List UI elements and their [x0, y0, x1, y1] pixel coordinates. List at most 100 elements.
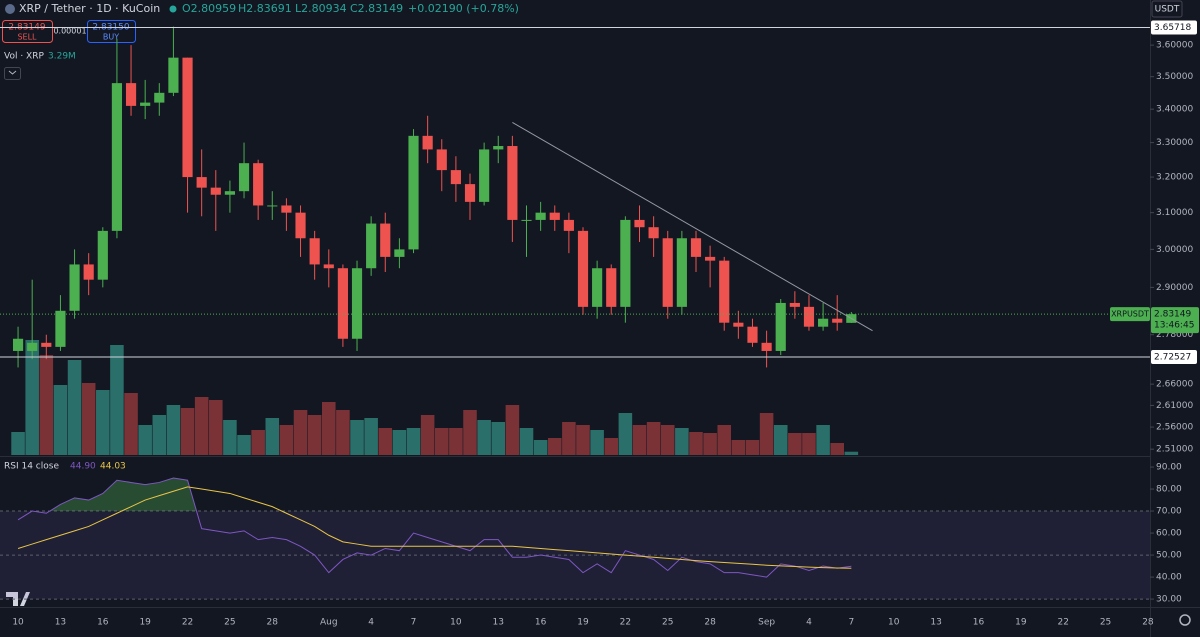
volume-last: 3.29M — [48, 52, 76, 62]
candle-body — [662, 238, 673, 307]
candle-body — [747, 326, 758, 343]
candle-body — [789, 302, 800, 307]
volume-bar — [152, 415, 167, 455]
volume-bar — [392, 430, 407, 455]
candle-body — [337, 268, 348, 339]
volume-bar — [364, 418, 378, 455]
volume-bar — [350, 420, 364, 455]
rsi-tick-label: 80.00 — [1156, 485, 1182, 495]
volume-bar — [773, 425, 788, 455]
candle-body — [380, 223, 391, 257]
candle-body — [41, 342, 52, 347]
candle-body — [761, 342, 772, 351]
last-price-name: XRPUSDT — [1111, 310, 1149, 319]
x-tick-label: 25 — [662, 618, 673, 628]
x-tick-label: 7 — [848, 618, 854, 628]
candle-body — [140, 102, 151, 106]
volume-bar — [209, 400, 223, 455]
candle-body — [125, 83, 137, 106]
candle-body — [464, 184, 476, 202]
candle-body — [436, 149, 447, 171]
candle-body — [803, 306, 815, 327]
candle-body — [408, 135, 419, 250]
candle-body — [535, 212, 546, 220]
rsi-tick-label: 30.00 — [1156, 595, 1182, 605]
volume-bar — [378, 428, 393, 455]
volume-bar — [547, 438, 562, 455]
y-tick-label: 3.00000 — [1156, 245, 1193, 255]
settings-icon[interactable] — [1179, 614, 1191, 626]
price-label: 2.72527 — [1154, 352, 1191, 362]
x-tick-label: 7 — [411, 618, 417, 628]
rsi-tick-label: 60.00 — [1156, 529, 1182, 539]
volume-bar — [406, 428, 421, 455]
x-tick-label: 28 — [704, 618, 716, 628]
candle-body — [818, 318, 829, 327]
volume-bar — [505, 405, 520, 455]
volume-bar — [618, 413, 633, 455]
symbol-icon — [5, 4, 15, 14]
volume-bar — [491, 422, 506, 455]
volume-bar — [646, 422, 661, 455]
volume-bar — [194, 397, 209, 455]
y-tick-label: 2.90000 — [1156, 283, 1193, 293]
x-tick-label: 19 — [1015, 618, 1027, 628]
candle-body — [267, 205, 278, 207]
symbol-title[interactable]: XRP / Tether · 1D · KuCoin — [19, 2, 160, 15]
plot-layer: 3.60000 3.50000 3.40000 3.30000 3.20000 3.100… — [0, 20, 1199, 628]
candle-body — [592, 268, 603, 307]
volume-title: Vol · XRP — [4, 52, 44, 62]
collapse-button[interactable] — [4, 67, 21, 80]
candle-body — [12, 338, 24, 351]
price-label: 3.65718 — [1154, 23, 1191, 33]
candle-body — [549, 212, 560, 220]
volume-bar — [336, 410, 350, 455]
candle-body — [648, 227, 659, 239]
rsi-line — [17, 477, 852, 578]
currency-button[interactable] — [1151, 0, 1183, 18]
rsi-band — [0, 511, 1150, 600]
sell-button[interactable] — [2, 20, 53, 43]
candle-body — [422, 135, 433, 150]
volume-bar — [576, 425, 590, 455]
candle-body — [606, 268, 617, 307]
volume-bar — [265, 418, 280, 455]
x-tick-label: 16 — [973, 618, 985, 628]
rsi-tick-label: 70.00 — [1156, 507, 1182, 517]
volume-bar — [703, 433, 717, 455]
x-tick-label: 16 — [97, 618, 109, 628]
x-tick-label: 4 — [368, 618, 374, 628]
candle-body — [450, 170, 461, 185]
candle-body — [676, 238, 687, 307]
x-tick-label: 22 — [620, 618, 631, 628]
y-tick-label: 3.20000 — [1156, 173, 1193, 183]
volume-bar — [279, 425, 294, 455]
candle-body — [690, 238, 702, 257]
ohlc-change: +0.02190 (+0.78%) — [408, 2, 519, 15]
volume-bar — [251, 430, 265, 455]
volume-bar — [223, 420, 237, 455]
candle-body — [705, 256, 716, 261]
candle-body — [154, 92, 165, 103]
candle-body — [479, 149, 490, 202]
y-tick-label: 2.66000 — [1156, 380, 1193, 390]
volume-bar — [39, 355, 54, 455]
volume-bar — [321, 402, 336, 455]
volume-bar — [660, 425, 675, 455]
candle-body — [69, 264, 80, 311]
last-price-name-box — [1110, 307, 1150, 322]
candle-body — [224, 191, 235, 195]
y-tick-label: 2.51000 — [1156, 445, 1193, 455]
candle-body — [196, 177, 207, 188]
volume-bar — [759, 413, 774, 455]
y-tick-label: 3.30000 — [1156, 138, 1193, 148]
volume-bar — [816, 425, 830, 455]
ohlc-low: L2.80934 — [295, 2, 347, 15]
spread: 0.00001 — [53, 27, 86, 36]
buy-button[interactable] — [87, 20, 136, 43]
volume-bar — [717, 425, 732, 455]
candle-body — [55, 310, 66, 347]
